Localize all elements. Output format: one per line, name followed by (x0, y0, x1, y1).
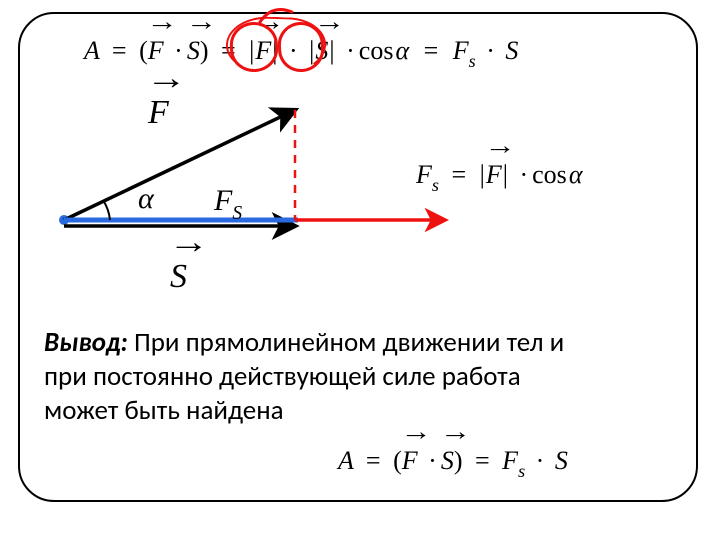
sym-alpha: α (393, 36, 409, 65)
side-dot: · (515, 160, 532, 189)
abs-r1: | (271, 36, 278, 65)
conclusion-block: Вывод: При прямолинейном движении тел и … (44, 326, 564, 427)
b-S: S (555, 446, 568, 475)
sym-Fs: F (453, 36, 469, 65)
b-Fs-sub: s (518, 461, 525, 481)
b-rparen: ) (454, 446, 463, 475)
abs-r2: | (328, 36, 335, 65)
b-A: A (338, 446, 353, 475)
vector-diagram: →F α FS →S (40, 100, 460, 280)
label-alpha: α (138, 182, 154, 216)
side-abs-r: | (502, 160, 509, 189)
side-cos: cos (532, 160, 567, 189)
formula-bottom: A = (→F ·→S) = Fs · S (338, 446, 568, 480)
abs-l2: | (308, 36, 315, 65)
conclusion-lead: Вывод: (44, 326, 128, 359)
b-lparen: ( (393, 446, 402, 475)
sym-dot2: · (285, 36, 302, 65)
side-vec-F: →F (486, 160, 502, 190)
b-Fs: F (502, 446, 518, 475)
sym-eq: = (106, 36, 133, 65)
vec-F2: →F (255, 36, 271, 66)
conclusion-line2: при постоянно действующей силе работа (44, 360, 564, 394)
b-vec-F: →F (402, 446, 418, 476)
circle-mark-tail (258, 6, 298, 26)
angle-arc (103, 200, 110, 220)
sym-A: A (84, 36, 99, 65)
sym-dot4: · (482, 36, 499, 65)
vec-S2: →S (315, 36, 328, 66)
vec-S: →S (187, 36, 200, 66)
b-eq2: = (469, 446, 496, 475)
b-dot: · (424, 446, 441, 475)
sym-Fs-sub: s (469, 51, 476, 71)
sym-S3: S (505, 36, 518, 65)
b-eq: = (360, 446, 387, 475)
sym-dot3: · (342, 36, 359, 65)
sym-eq3: = (416, 36, 447, 65)
b-vec-S: →S (441, 446, 454, 476)
side-alpha: α (567, 160, 583, 189)
label-F: →F (148, 94, 169, 132)
label-Fs: FS (214, 184, 242, 223)
vector-F-line (64, 110, 295, 220)
side-abs-l: | (479, 160, 486, 189)
b-dot2: · (532, 446, 549, 475)
label-S: →S (170, 258, 187, 296)
sym-eq2: = (215, 36, 242, 65)
sym-cos: cos (359, 36, 394, 65)
conclusion-line3: может быть найдена (44, 394, 564, 428)
sym-rparen: ) (200, 36, 209, 65)
conclusion-line1: Вывод: При прямолинейном движении тел и (44, 326, 564, 360)
conclusion-body1: При прямолинейном движении тел и (128, 326, 564, 359)
